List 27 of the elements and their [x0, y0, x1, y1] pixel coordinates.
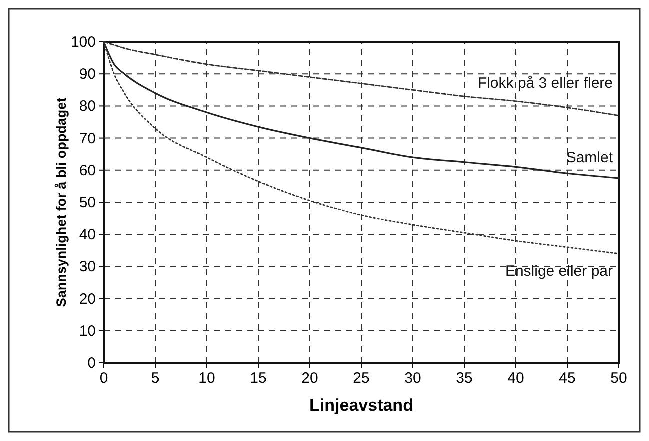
y-tick-label: 100 — [70, 34, 96, 51]
x-tick-label: 35 — [456, 370, 473, 387]
x-tick-label: 15 — [250, 370, 267, 387]
y-tick-label: 70 — [79, 130, 96, 148]
y-tick-label: 50 — [79, 194, 96, 212]
y-tick-label: 60 — [79, 162, 96, 180]
y-tick-label: 90 — [79, 66, 96, 84]
y-tick-label: 80 — [79, 98, 96, 116]
x-tick-label: 40 — [508, 370, 524, 387]
series-label: Enslige eller par — [505, 262, 613, 280]
y-tick-label: 10 — [79, 322, 96, 340]
x-tick-label: 5 — [151, 370, 160, 387]
y-tick-label: 40 — [79, 226, 96, 244]
x-tick-label: 20 — [302, 370, 318, 387]
x-axis-title: Linjeavstand — [310, 396, 414, 415]
x-tick-label: 0 — [100, 370, 108, 387]
y-tick-label: 0 — [88, 355, 96, 372]
y-tick-label: 20 — [79, 290, 96, 308]
series-label: Flokk på 3 eller flere — [478, 74, 613, 92]
x-tick-label: 50 — [610, 370, 628, 387]
x-tick-label: 25 — [353, 370, 370, 387]
series-label: Samlet — [566, 149, 614, 166]
x-tick-label: 45 — [559, 370, 576, 387]
x-tick-label: 30 — [404, 370, 422, 387]
y-tick-label: 30 — [79, 258, 96, 276]
y-axis-title: Sannsynlighet for å bli oppdaget — [54, 97, 69, 308]
x-tick-label: 10 — [198, 370, 216, 387]
